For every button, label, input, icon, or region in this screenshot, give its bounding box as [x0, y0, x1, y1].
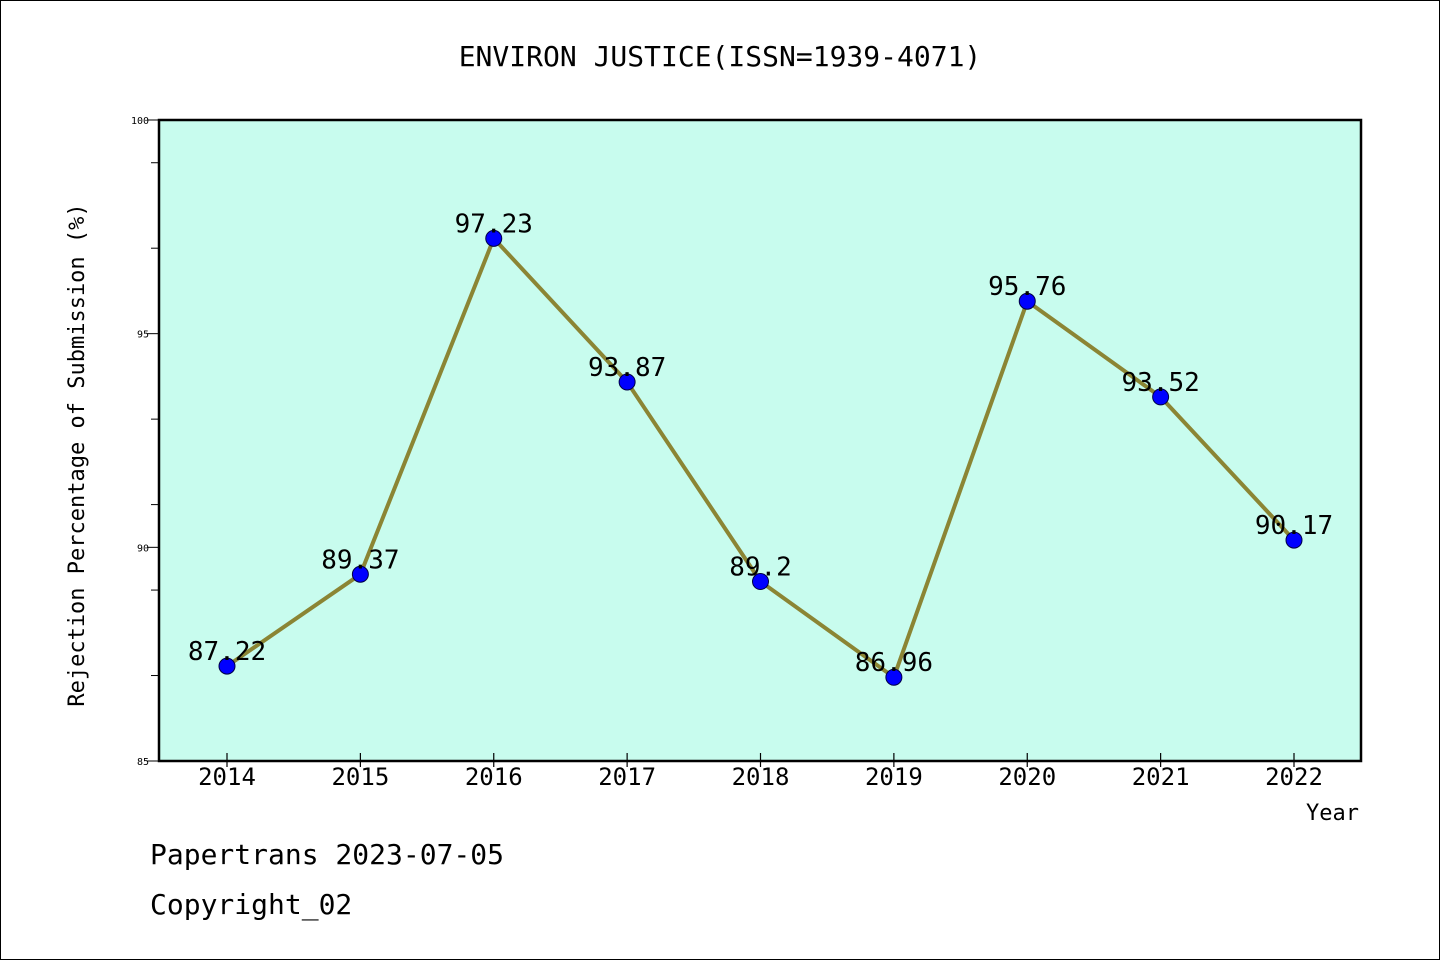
data-point	[351, 565, 369, 583]
y-tick-label: 100	[131, 116, 149, 127]
data-point	[1018, 292, 1036, 310]
y-axis-ticks: 85 90 95 100	[131, 116, 159, 768]
x-tick-label: 2014	[198, 763, 256, 791]
series-markers	[218, 229, 1303, 686]
y-tick-label: 90	[137, 543, 149, 554]
y-tick-label: 85	[137, 757, 149, 768]
data-label: 97.23	[455, 209, 533, 239]
footer-date: Papertrans 2023-07-05	[150, 838, 504, 871]
data-label: 93.52	[1121, 368, 1199, 398]
data-point	[1285, 531, 1303, 549]
x-tick-label: 2019	[865, 763, 923, 791]
x-tick-label: 2018	[732, 763, 790, 791]
y-tick-label: 95	[137, 330, 149, 341]
y-axis-label: Rejection Percentage of Submission (%)	[65, 203, 90, 706]
chart-title: ENVIRON JUSTICE(ISSN=1939-4071)	[459, 40, 982, 73]
data-label: 93.87	[588, 353, 666, 383]
x-axis-ticks: 2014 2015 2016 2017 2018 2019 2020 2021 2022	[198, 753, 1323, 791]
x-axis-label: Year	[1306, 801, 1359, 826]
data-point	[1152, 388, 1170, 406]
plot-area	[157, 118, 1363, 763]
x-tick-label: 2017	[598, 763, 656, 791]
data-label: 87.22	[188, 637, 266, 667]
data-labels: 87.22 89.37 97.23 93.87 89.2 86.96 95.76 93.52 9…	[188, 209, 1333, 678]
x-tick-label: 2022	[1265, 763, 1323, 791]
data-point	[885, 668, 903, 686]
data-label: 95.76	[988, 272, 1066, 302]
data-point	[752, 573, 769, 591]
data-point	[618, 373, 636, 391]
x-tick-label: 2020	[998, 763, 1056, 791]
data-label: 90.17	[1255, 511, 1333, 541]
x-tick-label: 2015	[331, 763, 389, 791]
data-label: 89.37	[321, 545, 399, 575]
footer-copyright: Copyright_02	[150, 888, 352, 922]
data-label: 86.96	[855, 648, 933, 678]
x-tick-label: 2021	[1132, 763, 1190, 791]
data-label: 89.2	[729, 553, 792, 583]
x-tick-label: 2016	[465, 763, 523, 791]
data-point	[485, 229, 503, 247]
data-point	[218, 657, 236, 675]
